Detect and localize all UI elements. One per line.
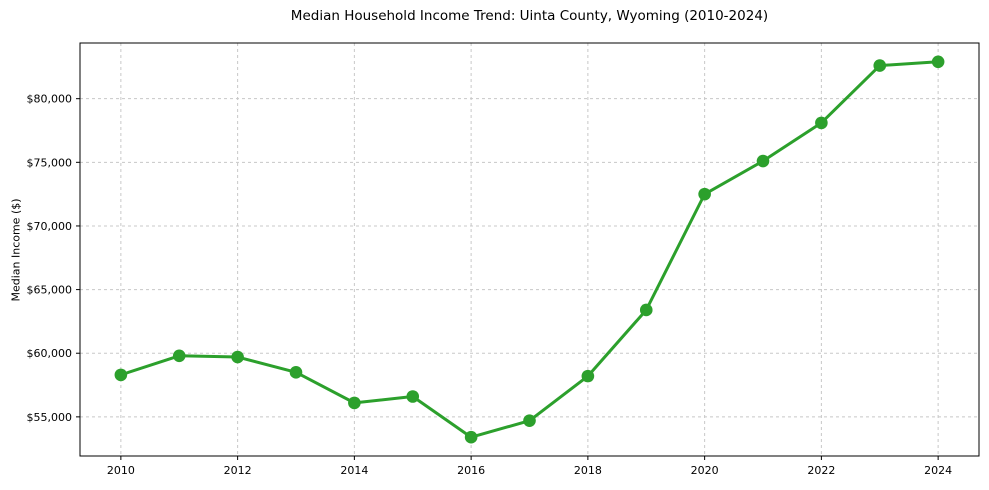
data-point-2015 xyxy=(406,390,420,403)
data-point-2013 xyxy=(289,366,303,379)
data-point-2021 xyxy=(756,154,770,168)
y-tick-label: $75,000 xyxy=(27,156,73,169)
x-tick-label: 2014 xyxy=(340,464,368,477)
data-point-2016 xyxy=(464,430,478,444)
y-tick-label: $70,000 xyxy=(27,220,73,233)
chart-title: Median Household Income Trend: Uinta Cou… xyxy=(290,8,769,24)
x-tick-label: 2024 xyxy=(924,464,952,477)
y-tick-label: $55,000 xyxy=(27,411,73,424)
x-tick-label: 2010 xyxy=(107,464,135,477)
data-point-2020 xyxy=(698,187,711,201)
data-point-2012 xyxy=(231,350,244,364)
data-point-2023 xyxy=(873,59,887,72)
data-point-2017 xyxy=(523,414,536,427)
data-point-2018 xyxy=(581,369,595,383)
x-tick-label: 2016 xyxy=(457,464,485,477)
y-tick-label: $60,000 xyxy=(27,347,73,360)
trend-line xyxy=(119,60,940,439)
x-tick-label: 2022 xyxy=(807,464,835,477)
y-tick-label: $80,000 xyxy=(27,93,73,106)
x-tick-label: 2012 xyxy=(224,464,252,477)
y-tick-label: $65,000 xyxy=(27,284,73,297)
data-point-2010 xyxy=(114,368,128,382)
x-tick-label: 2020 xyxy=(691,464,719,477)
data-point-2014 xyxy=(348,396,361,410)
data-point-2024 xyxy=(931,55,945,69)
plot-border xyxy=(79,42,980,457)
data-point-2022 xyxy=(815,116,828,130)
x-tick-label: 2018 xyxy=(574,464,602,477)
data-point-2011 xyxy=(172,349,186,363)
data-point-2019 xyxy=(639,303,653,317)
